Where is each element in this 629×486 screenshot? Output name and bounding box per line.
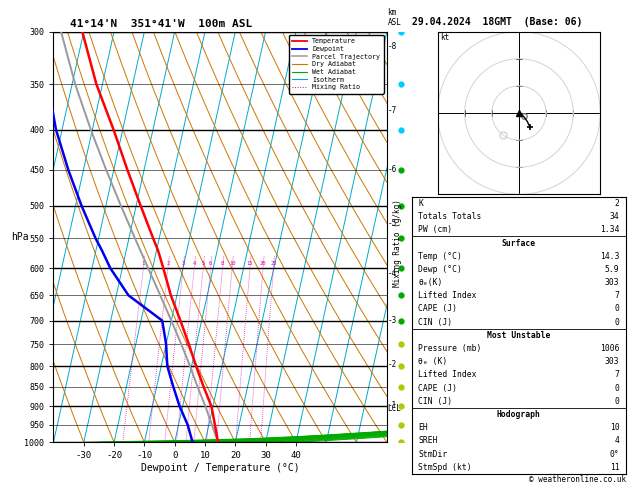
Text: Totals Totals: Totals Totals [418,212,482,221]
Text: 0: 0 [615,383,620,393]
Text: Temp (°C): Temp (°C) [418,252,462,260]
Text: θₑ(K): θₑ(K) [418,278,443,287]
Text: 0: 0 [615,397,620,406]
Text: 1.34: 1.34 [600,226,620,234]
Text: -7: -7 [387,106,397,115]
Text: 25: 25 [270,261,277,266]
Text: Lifted Index: Lifted Index [418,291,477,300]
Text: θₑ (K): θₑ (K) [418,357,448,366]
Text: 34: 34 [610,212,620,221]
Text: 11: 11 [610,463,620,472]
Text: © weatheronline.co.uk: © weatheronline.co.uk [529,474,626,484]
Text: -1: -1 [387,401,397,410]
Text: 5: 5 [201,261,205,266]
Text: 0°: 0° [610,450,620,459]
Text: LCL: LCL [387,404,401,413]
Text: -4: -4 [387,269,397,278]
Text: 1: 1 [142,261,145,266]
Text: 303: 303 [605,278,620,287]
Text: 41°14'N  351°41'W  100m ASL: 41°14'N 351°41'W 100m ASL [70,19,252,30]
Text: 6: 6 [209,261,212,266]
Text: SREH: SREH [418,436,438,445]
Text: 4: 4 [192,261,196,266]
Text: 7: 7 [615,291,620,300]
Text: -6: -6 [387,165,397,174]
Text: 4: 4 [615,436,620,445]
Text: 10: 10 [229,261,235,266]
Text: 0: 0 [615,304,620,313]
Text: 0: 0 [615,318,620,327]
Text: Hodograph: Hodograph [497,410,541,419]
Text: kt: kt [440,33,450,42]
Text: K: K [418,199,423,208]
Text: 3: 3 [182,261,185,266]
Text: -8: -8 [387,42,397,51]
Text: Pressure (mb): Pressure (mb) [418,344,482,353]
Text: -3: -3 [387,316,397,325]
Text: PW (cm): PW (cm) [418,226,452,234]
Text: 14.3: 14.3 [600,252,620,260]
X-axis label: Dewpoint / Temperature (°C): Dewpoint / Temperature (°C) [141,463,299,473]
Text: StmSpd (kt): StmSpd (kt) [418,463,472,472]
Text: CIN (J): CIN (J) [418,397,452,406]
Text: -5: -5 [387,219,397,228]
Text: 5.9: 5.9 [605,265,620,274]
Text: 20: 20 [260,261,266,266]
Text: Mixing Ratio (g/kg): Mixing Ratio (g/kg) [393,199,402,287]
Text: km
ASL: km ASL [387,8,401,28]
Text: 303: 303 [605,357,620,366]
Text: Most Unstable: Most Unstable [487,331,550,340]
Text: CAPE (J): CAPE (J) [418,383,457,393]
Text: hPa: hPa [11,232,28,242]
Text: EH: EH [418,423,428,432]
Text: 2: 2 [166,261,170,266]
Text: 29.04.2024  18GMT  (Base: 06): 29.04.2024 18GMT (Base: 06) [412,17,582,27]
Text: 2: 2 [615,199,620,208]
Text: CIN (J): CIN (J) [418,318,452,327]
Text: 7: 7 [615,370,620,380]
Text: Surface: Surface [502,239,536,247]
Text: Dewp (°C): Dewp (°C) [418,265,462,274]
Text: 8: 8 [221,261,224,266]
Text: CAPE (J): CAPE (J) [418,304,457,313]
Text: 1006: 1006 [600,344,620,353]
Text: 15: 15 [247,261,253,266]
Text: -2: -2 [387,360,397,368]
Text: StmDir: StmDir [418,450,448,459]
Text: 10: 10 [610,423,620,432]
Legend: Temperature, Dewpoint, Parcel Trajectory, Dry Adiabat, Wet Adiabat, Isotherm, Mi: Temperature, Dewpoint, Parcel Trajectory… [289,35,384,94]
Text: Lifted Index: Lifted Index [418,370,477,380]
